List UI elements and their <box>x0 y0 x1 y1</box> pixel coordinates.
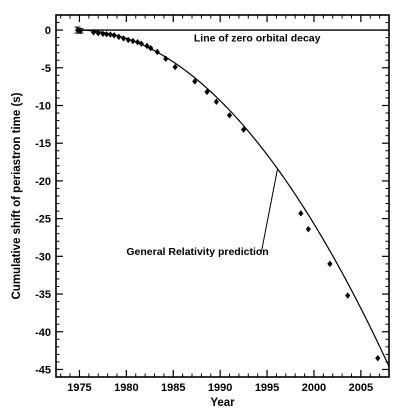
data-point-marker <box>298 210 304 217</box>
data-point-marker <box>305 225 311 233</box>
x-tick-label: 2000 <box>302 382 326 394</box>
data-point <box>375 354 381 362</box>
x-tick-label: 1990 <box>208 382 232 394</box>
data-point <box>298 210 304 217</box>
data-point <box>100 30 106 38</box>
data-point-marker <box>90 29 97 36</box>
data-point-marker <box>213 98 220 105</box>
y-tick-label: -25 <box>35 214 51 226</box>
y-tick-label: 0 <box>45 25 51 37</box>
data-point-marker <box>116 33 122 41</box>
data-point-marker <box>148 44 154 52</box>
axis-ticks <box>56 14 390 378</box>
data-point-marker <box>204 88 210 96</box>
y-tick-label: -5 <box>41 63 51 75</box>
data-point <box>148 44 154 52</box>
data-point <box>125 36 131 44</box>
data-point <box>111 32 117 39</box>
data-point <box>90 29 97 36</box>
data-point-marker <box>138 40 144 47</box>
y-tick-label: -40 <box>35 327 51 339</box>
data-point <box>107 31 114 38</box>
annotation-leader-line <box>260 169 278 252</box>
data-point <box>154 48 160 56</box>
axis-tick-labels: 1975 1980 1985 1990 1995 2000 2005 0 -5 -10 -15 -20… <box>35 25 373 394</box>
y-tick-label: -35 <box>35 289 51 301</box>
y-tick-label: -15 <box>35 138 51 150</box>
data-point-marker <box>144 42 150 50</box>
data-point-marker <box>130 37 136 45</box>
data-point <box>77 27 84 35</box>
x-tick-label: 1995 <box>255 382 279 394</box>
y-tick-label: -30 <box>35 251 51 263</box>
data-point-marker <box>100 30 106 38</box>
data-point-marker <box>154 48 160 56</box>
data-point-marker <box>163 55 169 62</box>
data-point-marker <box>107 31 114 38</box>
data-point-marker <box>120 35 127 42</box>
data-point-marker <box>74 26 81 34</box>
x-tick-label: 2005 <box>349 382 373 394</box>
data-point <box>345 292 351 299</box>
x-axis-title: Year <box>210 397 235 409</box>
data-point <box>138 40 144 47</box>
y-tick-label: -10 <box>35 101 51 113</box>
y-tick-label: -45 <box>35 364 51 376</box>
data-point-marker <box>345 292 351 299</box>
data-point-marker <box>375 354 381 362</box>
x-tick-label: 1985 <box>161 382 185 394</box>
data-point <box>130 37 136 45</box>
data-point <box>213 98 220 105</box>
data-point <box>305 225 311 233</box>
data-point <box>104 31 110 38</box>
data-point <box>241 126 247 133</box>
annotation-zero-decay: Line of zero orbital decay <box>194 32 321 44</box>
data-point <box>163 55 169 62</box>
y-tick-label: -20 <box>35 176 51 188</box>
data-point <box>95 29 101 37</box>
data-point <box>204 88 210 96</box>
data-point-marker <box>241 126 247 133</box>
x-tick-label: 1975 <box>67 382 91 394</box>
annotation-gr-prediction: General Relativity prediction <box>126 246 268 258</box>
data-point-marker <box>111 32 117 39</box>
data-point <box>226 112 233 119</box>
y-axis-title: Cumulative shift of periastron time (s) <box>11 92 23 299</box>
data-point-marker <box>104 31 110 38</box>
data-point <box>327 260 333 268</box>
data-point <box>120 35 127 42</box>
data-point <box>172 63 178 71</box>
data-point-marker <box>125 36 131 44</box>
data-point-marker <box>172 63 178 71</box>
data-points <box>74 26 381 362</box>
data-point-marker <box>327 260 333 268</box>
data-point-marker <box>226 112 233 119</box>
data-point <box>144 42 150 50</box>
plot-frame <box>55 14 390 378</box>
data-point-marker <box>192 78 198 85</box>
data-point-marker <box>95 29 101 37</box>
data-point <box>116 33 122 41</box>
x-tick-label: 1980 <box>114 382 138 394</box>
data-point-marker <box>77 27 83 35</box>
gr-prediction-curve <box>77 29 390 367</box>
data-point <box>192 78 198 85</box>
